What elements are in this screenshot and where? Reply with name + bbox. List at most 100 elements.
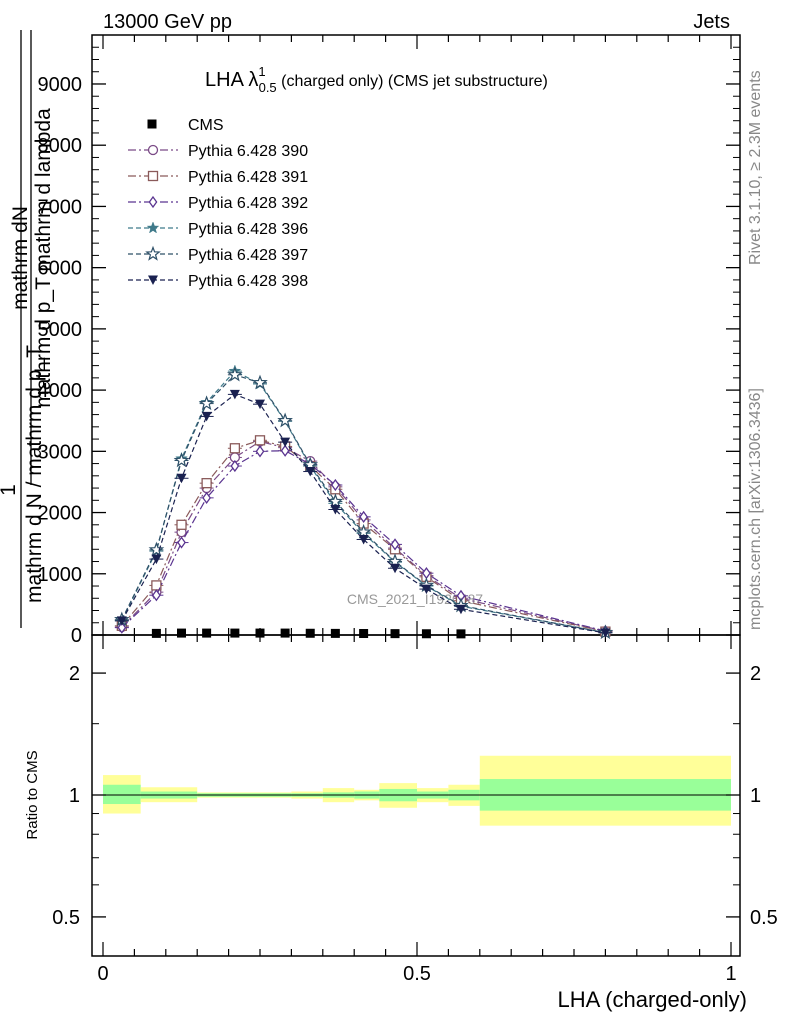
ratio-y-tick-label: 2 [69,663,80,685]
series-point [390,563,401,574]
series-point [255,445,265,458]
y-label-frac-denom: mathrm d N / mathrm d p_T [23,345,46,603]
series-point [254,435,266,446]
series-point [390,538,400,551]
main-y-label: mathrm dN mathrm d p_T mathrm d lambda 1… [0,30,55,628]
legend-label: Pythia 6.428 396 [188,221,308,238]
cms-data-layer [151,628,466,639]
series-point [277,412,293,428]
series-point [229,389,240,400]
legend-item-5: Pythia 6.428 397 [128,245,308,264]
y-tick-label: 6000 [38,258,83,280]
legend-marker [146,221,160,234]
series-point [280,437,291,448]
cms-data-point [202,628,212,638]
series-point [201,411,212,422]
legend-marker-cms [147,119,157,129]
cms-data-point [280,628,290,638]
series-line [121,393,606,634]
legend-label: Pythia 6.428 398 [188,273,308,290]
series-layer [114,364,614,640]
cms-data-point [305,628,315,638]
cms-data-point [230,628,240,638]
series-point [455,604,466,615]
y-label-one: 1 [0,484,20,496]
y-tick-label: 1000 [38,564,83,586]
cms-data-point [177,628,186,638]
legend-label: Pythia 6.428 391 [188,169,308,186]
legend-item-4: Pythia 6.428 396 [128,221,308,238]
x-tick-label: 0 [97,963,108,985]
series-point [148,541,165,557]
series-point [229,443,241,454]
series-point [327,493,344,509]
series-point [255,399,265,410]
legend-item-3: Pythia 6.428 392 [128,195,308,212]
cms-data-point [330,628,340,638]
ratio-y-tick-label-right: 1 [750,785,761,807]
ratio-y-ticks: 0.5 0.5 1 1 2 2 [52,663,778,929]
y-tick-label: 3000 [38,441,83,463]
y-tick-label: 8000 [38,135,83,157]
legend-label: Pythia 6.428 392 [188,195,308,212]
series-point [305,467,316,477]
legend-marker [148,275,158,285]
legend-marker [147,170,159,182]
ratio-band-inner [103,784,141,805]
legend-item-cms: CMS [147,117,224,134]
series-point [116,616,127,626]
series-point [252,374,268,390]
main-y-ticks: 0 1000 2000 3000 4000 5000 6000 7000 8000 9000 [38,34,740,647]
y-tick-label: 4000 [38,380,83,402]
series-line [121,439,606,633]
series-point [421,584,432,595]
ratio-bands [103,755,731,826]
header-left: 13000 GeV pp [103,11,232,33]
series-point [330,504,341,515]
series-point [358,534,369,545]
cms-data-point [359,629,369,639]
side-text-top: Rivet 3.1.10, ≥ 2.3M events [747,70,764,265]
series-point [201,478,212,489]
series-point [198,395,215,411]
series-6 [114,389,613,638]
series-point [117,621,127,634]
legend-label-cms: CMS [188,117,224,134]
ratio-y-tick-label: 1 [69,785,80,807]
series-point [230,459,240,473]
series-point [359,510,369,523]
y-tick-label: 7000 [38,196,83,218]
series-point [355,523,372,539]
x-tick-label: 1 [725,963,736,985]
ratio-x-ticks: 0 0.5 1 [97,635,737,985]
series-point [176,519,187,530]
ratio-y-label: Ratio to CMS [24,750,41,839]
chart-title: LHA λ1 0.5 (charged only) (CMS jet substr… [205,64,548,95]
cms-data-point [456,629,466,639]
series-point [600,628,611,638]
legend-item-1: Pythia 6.428 390 [128,143,308,160]
y-tick-label: 2000 [38,503,83,525]
legend-item-6: Pythia 6.428 398 [128,273,308,290]
series-line [121,370,606,634]
cms-data-point [255,628,265,638]
y-tick-label: 5000 [38,319,83,341]
series-point [202,491,212,504]
legend-item-2: Pythia 6.428 391 [128,169,308,186]
chart-title-sub: 0.5 [259,80,277,95]
series-line [121,374,606,634]
legend-marker [147,144,159,156]
cms-data-point [421,629,431,639]
ratio-y-tick-label-right: 2 [750,663,761,685]
series-line [121,450,606,632]
series-point [330,478,340,492]
legend: CMS Pythia 6.428 390 Pythia 6.428 391 Pythi… [128,117,308,290]
legend-label: Pythia 6.428 390 [188,143,308,160]
legend-marker [148,195,158,209]
series-point [173,452,190,468]
main-x-ticks [102,35,732,635]
y-tick-label: 0 [71,625,82,647]
chart-title-sup: 1 [258,64,265,79]
series-point [280,444,290,457]
